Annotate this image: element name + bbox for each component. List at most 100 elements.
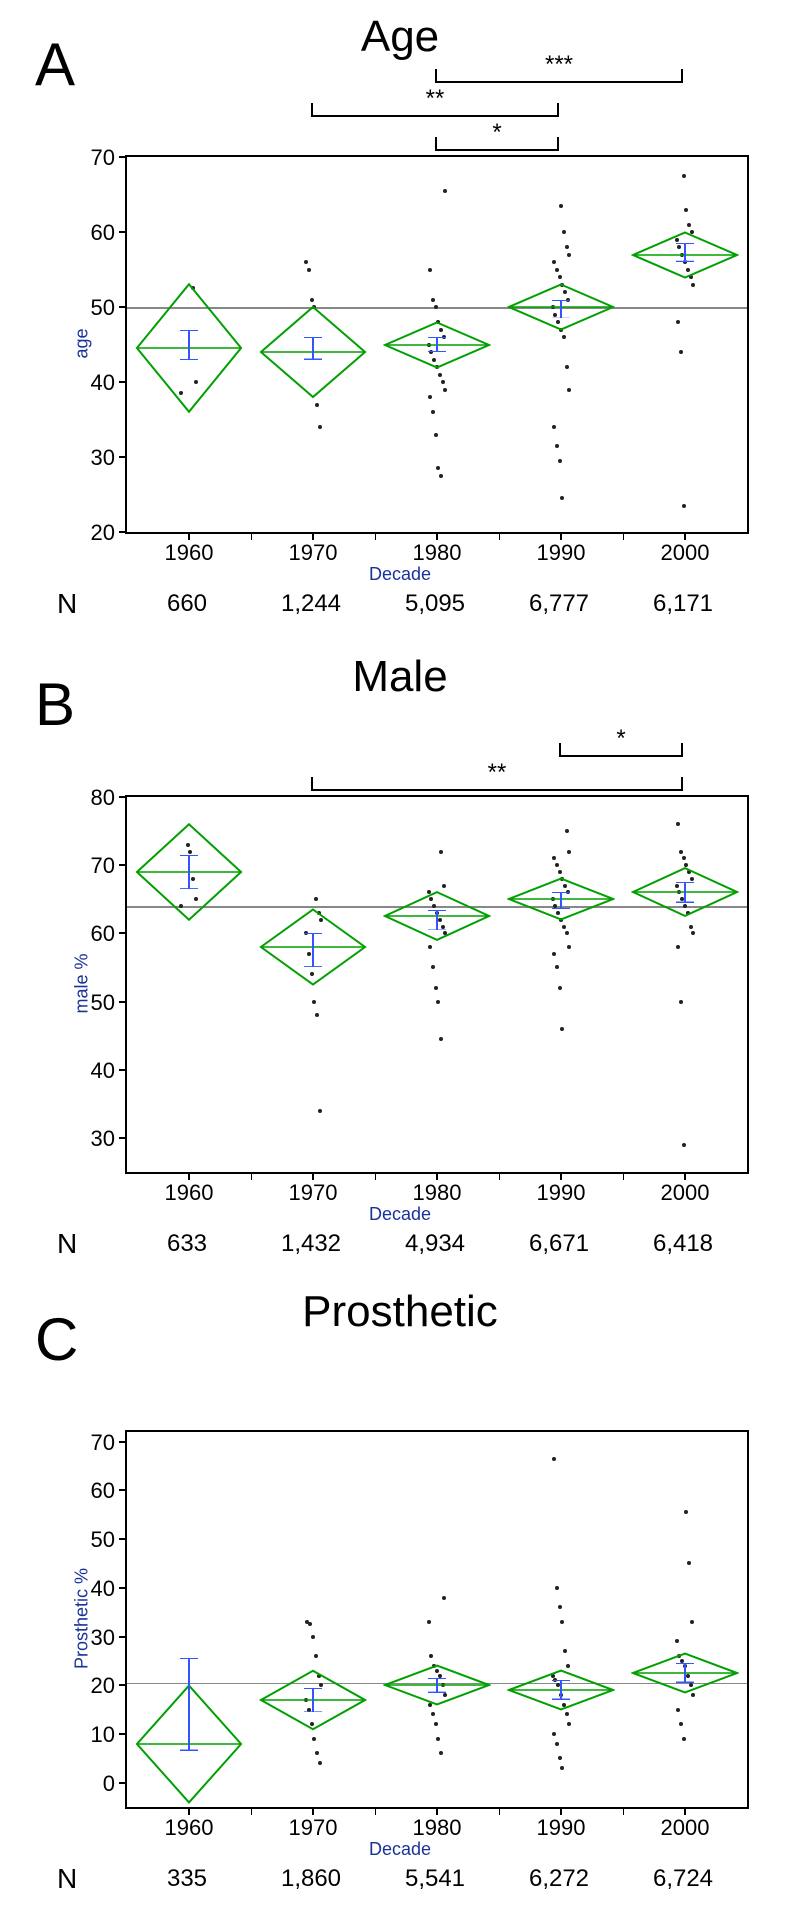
n-row-label: N	[57, 1228, 77, 1260]
error-bar	[178, 855, 200, 894]
plot-area: 20304050607019601970198019902000	[125, 155, 749, 534]
xtick-mark	[560, 1172, 562, 1180]
n-value: 1,860	[256, 1865, 366, 1893]
xtick-label: 1980	[392, 1815, 482, 1841]
significance-label: *	[435, 119, 559, 147]
error-bar	[302, 933, 324, 972]
ytick-mark	[119, 381, 127, 383]
scatter-point	[552, 1732, 556, 1736]
ytick-label: 30	[65, 445, 115, 471]
scatter-point	[315, 1013, 319, 1017]
n-row-label: N	[57, 588, 77, 620]
scatter-point	[565, 365, 569, 369]
scatter-point	[310, 298, 314, 302]
category-separator	[251, 1807, 252, 1815]
error-bar	[178, 330, 200, 365]
xtick-label: 1990	[516, 1180, 606, 1206]
category-separator	[499, 1172, 500, 1180]
scatter-point	[434, 986, 438, 990]
ytick-mark	[119, 1538, 127, 1540]
scatter-point	[567, 388, 571, 392]
ytick-mark	[119, 531, 127, 533]
ytick-label: 80	[65, 785, 115, 811]
ytick-mark	[119, 1782, 127, 1784]
ytick-mark	[119, 1587, 127, 1589]
ytick-label: 10	[65, 1722, 115, 1748]
xtick-mark	[560, 1807, 562, 1815]
panel-title: Prosthetic	[10, 1287, 790, 1337]
scatter-point	[682, 1737, 686, 1741]
scatter-point	[311, 1635, 315, 1639]
ytick-label: 0	[65, 1771, 115, 1797]
scatter-point	[427, 1620, 431, 1624]
category-separator	[623, 1172, 624, 1180]
panel-b: BMale30405060708019601970198019902000mal…	[10, 660, 790, 1280]
n-value: 6,777	[504, 590, 614, 618]
ytick-mark	[119, 1069, 127, 1071]
scatter-point	[305, 1620, 309, 1624]
scatter-point	[552, 260, 556, 264]
scatter-point	[439, 1751, 443, 1755]
scatter-point	[436, 1737, 440, 1741]
y-axis-label: Prosthetic %	[72, 1558, 93, 1678]
significance-bracket: *	[435, 125, 559, 151]
scatter-point	[676, 320, 680, 324]
ytick-label: 50	[65, 1527, 115, 1553]
scatter-point	[431, 410, 435, 414]
n-value: 335	[132, 1865, 242, 1893]
ytick-mark	[119, 796, 127, 798]
scatter-point	[560, 1620, 564, 1624]
significance-label: **	[311, 85, 559, 113]
scatter-point	[560, 496, 564, 500]
scatter-point	[442, 884, 446, 888]
significance-label: ***	[435, 51, 683, 79]
ytick-label: 70	[65, 1430, 115, 1456]
ytick-mark	[119, 456, 127, 458]
xtick-label: 1970	[268, 540, 358, 566]
category-separator	[251, 532, 252, 540]
scatter-point	[431, 1712, 435, 1716]
y-axis-label: age	[72, 283, 93, 403]
scatter-point	[679, 1000, 683, 1004]
n-value: 4,934	[380, 1230, 490, 1258]
scatter-point	[679, 1722, 683, 1726]
scatter-point	[562, 335, 566, 339]
significance-bracket: **	[311, 765, 683, 791]
scatter-point	[567, 1722, 571, 1726]
ytick-mark	[119, 864, 127, 866]
significance-bracket: ***	[435, 57, 683, 83]
y-axis-label: male %	[72, 923, 93, 1043]
xtick-label: 1960	[144, 540, 234, 566]
scatter-point	[565, 245, 569, 249]
scatter-point	[676, 822, 680, 826]
xtick-mark	[312, 1172, 314, 1180]
scatter-point	[567, 253, 571, 257]
error-bar	[426, 337, 448, 357]
ytick-mark	[119, 1001, 127, 1003]
error-bar	[302, 1688, 324, 1717]
category-separator	[251, 1172, 252, 1180]
ytick-mark	[119, 1684, 127, 1686]
n-value: 6,272	[504, 1865, 614, 1893]
x-axis-label: Decade	[10, 564, 790, 585]
scatter-point	[552, 856, 556, 860]
n-value: 6,418	[628, 1230, 738, 1258]
xtick-mark	[312, 532, 314, 540]
x-axis-label: Decade	[10, 1839, 790, 1860]
category-separator	[499, 1807, 500, 1815]
scatter-point	[558, 459, 562, 463]
scatter-point	[567, 945, 571, 949]
scatter-point	[684, 208, 688, 212]
error-bar	[178, 1658, 200, 1756]
xtick-mark	[560, 532, 562, 540]
scatter-point	[691, 283, 695, 287]
error-bar	[674, 882, 696, 907]
scatter-point	[558, 986, 562, 990]
scatter-point	[318, 425, 322, 429]
scatter-point	[441, 380, 445, 384]
scatter-point	[436, 466, 440, 470]
scatter-point	[687, 1561, 691, 1565]
plot-area: 01020304050607019601970198019902000	[125, 1430, 749, 1809]
xtick-label: 2000	[640, 1815, 730, 1841]
scatter-point	[443, 388, 447, 392]
